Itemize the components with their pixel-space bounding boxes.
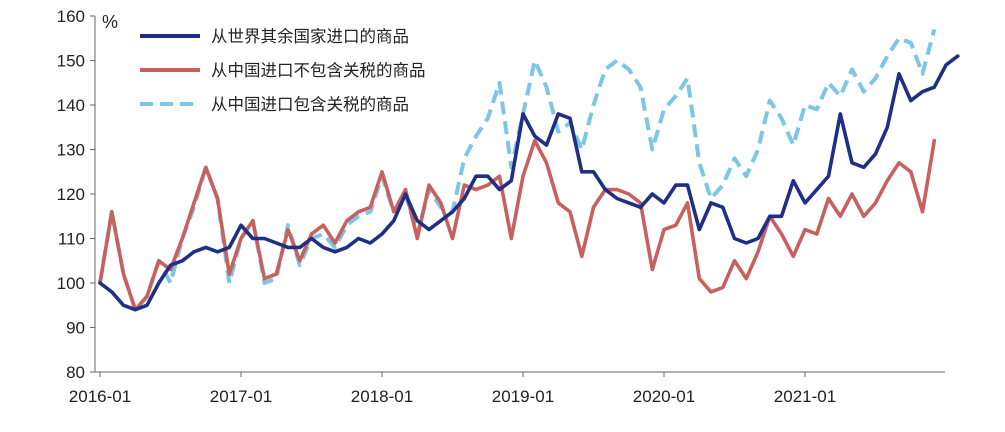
- series-line-1: [98, 54, 960, 312]
- x-tick-label: 2018-01: [351, 387, 413, 406]
- y-tick-label: 80: [66, 363, 85, 382]
- legend-label-3: 从中国进口包含关税的商品: [211, 95, 409, 114]
- y-tick-label: 130: [57, 141, 85, 160]
- x-tick-label: 2021-01: [774, 387, 836, 406]
- y-tick-label: 140: [57, 96, 85, 115]
- y-axis: 80 90 100 110 120 130 140 150 160 %: [57, 7, 118, 382]
- x-tick-label: 2016-01: [69, 387, 131, 406]
- y-tick-label: 120: [57, 185, 85, 204]
- y-tick-label: 110: [58, 230, 85, 249]
- x-tick-label: 2019-01: [492, 387, 554, 406]
- series-line-2: [98, 138, 937, 312]
- y-tick-label: 100: [57, 274, 85, 293]
- legend-label-2: 从中国进口不包含关税的商品: [211, 61, 426, 80]
- x-tick-label: 2017-01: [210, 387, 272, 406]
- series-layer: [98, 28, 960, 312]
- legend-label-1: 从世界其余国家进口的商品: [211, 27, 409, 46]
- x-axis: 2016-01 2017-01 2018-01 2019-01 2020-01 2021-…: [69, 371, 945, 406]
- x-tick-label: 2020-01: [633, 387, 695, 406]
- y-tick-label: 90: [66, 319, 85, 338]
- y-axis-unit-label: %: [102, 12, 118, 32]
- y-tick-label: 160: [57, 7, 85, 26]
- y-tick-label: 150: [57, 52, 85, 71]
